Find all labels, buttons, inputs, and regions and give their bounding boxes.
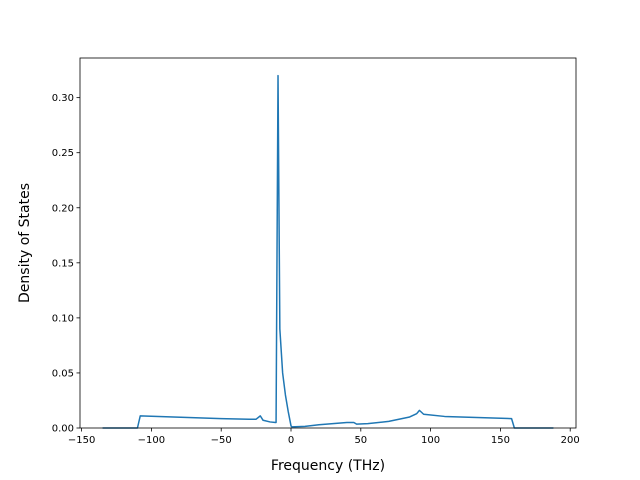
line-series [102, 74, 554, 429]
y-tick-label: 0.15 [52, 258, 74, 269]
x-tick-label: −50 [211, 435, 232, 446]
x-tick-label: −100 [138, 435, 165, 446]
y-axis-label: Density of States [17, 183, 33, 303]
x-tick-label: 100 [421, 435, 440, 446]
x-tick-label: −150 [68, 435, 95, 446]
y-tick-label: 0.25 [52, 148, 74, 159]
y-tick-label: 0.30 [52, 93, 74, 104]
x-tick-label: 0 [288, 435, 294, 446]
plot-frame [79, 57, 577, 429]
y-tick-label: 0.00 [52, 424, 74, 435]
y-tick-label: 0.20 [52, 203, 74, 214]
y-tick-label: 0.05 [52, 368, 74, 379]
y-tick-label: 0.10 [52, 313, 74, 324]
x-axis-label: Frequency (THz) [271, 458, 385, 474]
x-tick-label: 200 [561, 435, 580, 446]
x-tick-label: 50 [354, 435, 367, 446]
x-tick-label: 150 [491, 435, 510, 446]
